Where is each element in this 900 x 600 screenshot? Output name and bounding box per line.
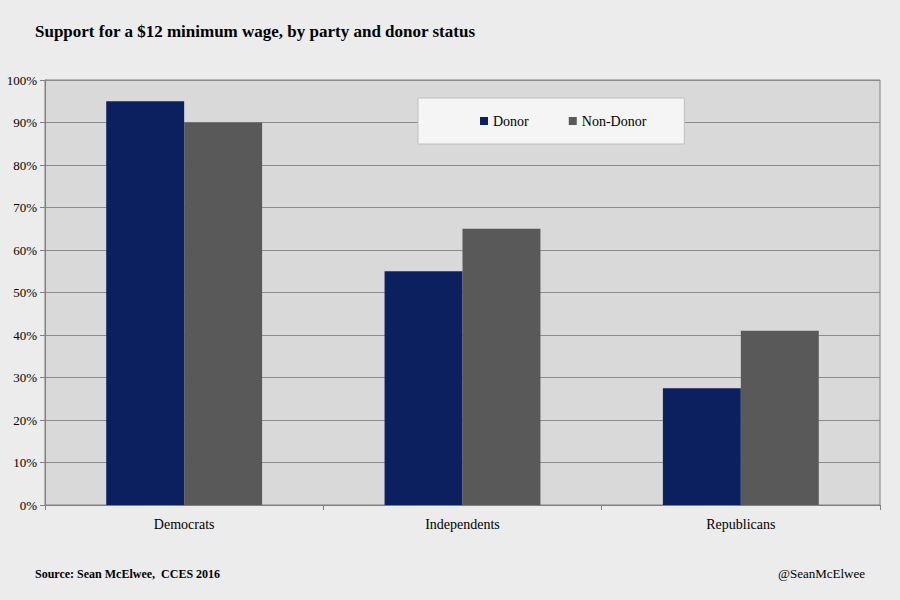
svg-text:Non-Donor: Non-Donor <box>582 114 647 129</box>
svg-text:30%: 30% <box>13 370 37 385</box>
svg-text:Source: Sean McElwee, CCES 20: Source: Sean McElwee, CCES 2016 <box>35 567 220 581</box>
svg-text:70%: 70% <box>13 200 37 215</box>
svg-text:Republicans: Republicans <box>706 517 775 532</box>
svg-text:50%: 50% <box>13 285 37 300</box>
svg-text:Democrats: Democrats <box>154 517 215 532</box>
svg-text:60%: 60% <box>13 243 37 258</box>
svg-text:40%: 40% <box>13 328 37 343</box>
svg-text:90%: 90% <box>13 115 37 130</box>
svg-text:100%: 100% <box>7 73 38 88</box>
svg-text:@SeanMcElwee: @SeanMcElwee <box>778 566 865 581</box>
svg-text:20%: 20% <box>13 413 37 428</box>
svg-text:10%: 10% <box>13 455 37 470</box>
svg-text:Support for a $12 minimum wage: Support for a $12 minimum wage, by party… <box>35 22 475 41</box>
svg-text:0%: 0% <box>20 498 38 513</box>
svg-text:Independents: Independents <box>425 517 500 532</box>
svg-text:80%: 80% <box>13 158 37 173</box>
svg-text:Donor: Donor <box>493 114 529 129</box>
